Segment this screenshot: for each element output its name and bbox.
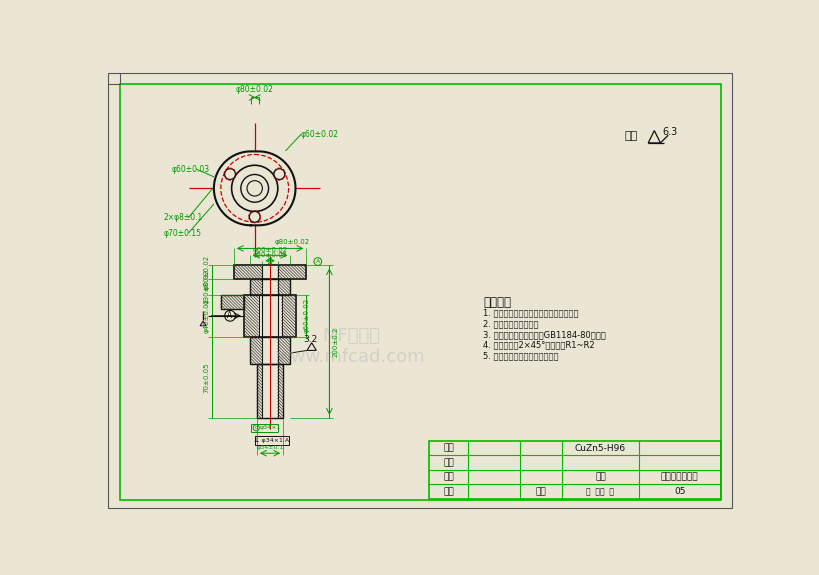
- Bar: [220, 296, 243, 309]
- Text: φ40±0.02: φ40±0.02: [203, 298, 209, 334]
- Text: φ80±0.02: φ80±0.02: [203, 255, 209, 290]
- Text: 其余: 其余: [623, 131, 636, 141]
- Text: A: A: [315, 259, 319, 264]
- Text: 3. 未标注的形状公差符合GB1184-80的要求: 3. 未标注的形状公差符合GB1184-80的要求: [483, 330, 605, 339]
- Text: φ20±0.05: φ20±0.05: [252, 252, 287, 258]
- Text: 班级: 班级: [443, 487, 454, 496]
- Bar: [243, 294, 296, 337]
- Text: φ60±0.02: φ60±0.02: [301, 130, 338, 139]
- Text: 70±0.05: 70±0.05: [203, 362, 209, 393]
- Text: 4. 未注倒角为2×45°，圆角为R1~R2: 4. 未注倒角为2×45°，圆角为R1~R2: [483, 341, 595, 350]
- Bar: [214, 151, 295, 225]
- Text: 校核: 校核: [443, 458, 454, 467]
- Text: φ60±0.03: φ60±0.03: [171, 164, 210, 174]
- Text: 学号: 学号: [535, 487, 545, 496]
- Text: φ60±0.02: φ60±0.02: [252, 247, 287, 253]
- Circle shape: [247, 181, 262, 196]
- Text: 技术要求: 技术要求: [483, 296, 511, 309]
- Text: MF沐风网
www.mfcad.com: MF沐风网 www.mfcad.com: [276, 327, 425, 366]
- Bar: [250, 337, 290, 364]
- Circle shape: [241, 174, 269, 202]
- Text: 2×φ8±0.1: 2×φ8±0.1: [164, 213, 203, 222]
- Bar: [429, 441, 720, 499]
- Text: 6.3: 6.3: [661, 127, 676, 137]
- Text: o: o: [254, 426, 258, 430]
- Text: 审核: 审核: [443, 473, 454, 481]
- Bar: [250, 279, 290, 294]
- Circle shape: [224, 168, 235, 179]
- Polygon shape: [214, 151, 295, 225]
- Text: ⊥ φ34×1 A: ⊥ φ34×1 A: [254, 438, 289, 443]
- Text: 共  张第  张: 共 张第 张: [586, 487, 613, 496]
- Text: φ34×1: φ34×1: [259, 426, 280, 430]
- Text: φ60±0.02: φ60±0.02: [304, 298, 310, 334]
- Text: φ80±0.02: φ80±0.02: [236, 85, 274, 94]
- Text: 设计: 设计: [443, 444, 454, 453]
- Text: φ30±0.02: φ30±0.02: [203, 269, 209, 305]
- Text: φ34±0.1: φ34±0.1: [256, 445, 283, 450]
- Text: 3.2: 3.2: [303, 335, 317, 344]
- Text: 5. 各密封件未装配前必须浸油。: 5. 各密封件未装配前必须浸油。: [483, 351, 559, 361]
- Text: CuZn5-H96: CuZn5-H96: [574, 444, 625, 453]
- Text: 上下导套零件图: 上下导套零件图: [660, 473, 698, 481]
- Bar: [255, 436, 289, 444]
- Text: 1. 零件表面不应该有划痕，应该去除毛刺: 1. 零件表面不应该有划痕，应该去除毛刺: [483, 308, 578, 317]
- Bar: [256, 364, 283, 418]
- Text: φ70±0.15: φ70±0.15: [164, 228, 201, 237]
- Text: 比例: 比例: [595, 473, 605, 481]
- Circle shape: [231, 165, 278, 212]
- Circle shape: [274, 168, 284, 179]
- Bar: [233, 265, 306, 279]
- Text: A: A: [227, 311, 233, 320]
- Text: 200±0.2: 200±0.2: [332, 327, 338, 356]
- Text: 05: 05: [673, 487, 685, 496]
- Text: φ80±0.02: φ80±0.02: [274, 239, 310, 246]
- Circle shape: [249, 212, 260, 222]
- Text: 2. 零件进行了高温处理: 2. 零件进行了高温处理: [483, 319, 538, 328]
